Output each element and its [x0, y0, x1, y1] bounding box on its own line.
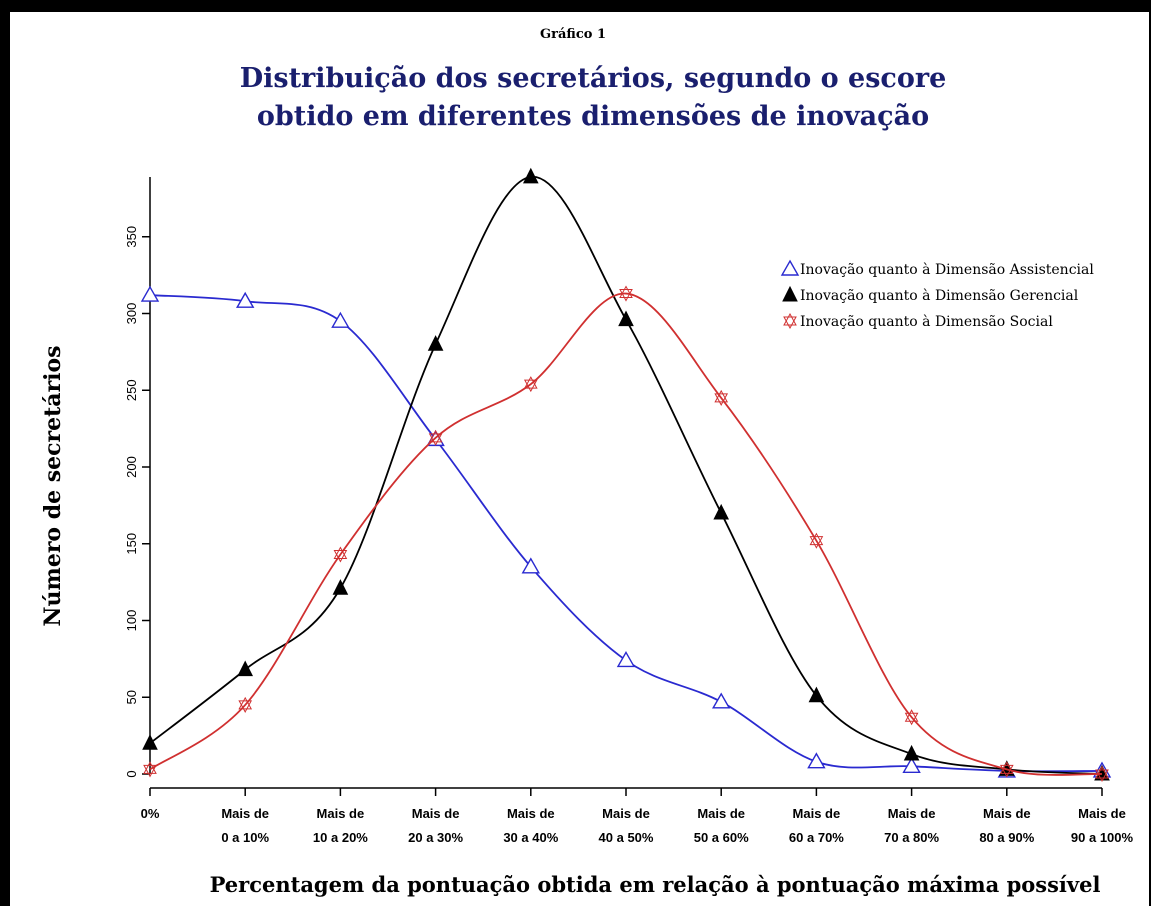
x-tick-label: 50 a 60%: [694, 830, 749, 845]
y-tick-label: 350: [124, 226, 139, 248]
data-point: [903, 744, 920, 761]
data-point: [714, 389, 729, 406]
x-tick-label: Mais de: [697, 806, 745, 821]
data-point: [783, 312, 797, 330]
x-axis-label: Percentagem da pontuação obtida em relaç…: [210, 872, 1101, 897]
data-point: [237, 660, 254, 677]
data-point: [902, 756, 921, 774]
data-point: [332, 579, 349, 595]
y-tick-label: 150: [124, 533, 139, 555]
x-tick-label: 80 a 90%: [979, 830, 1034, 845]
data-point: [523, 376, 538, 393]
data-point: [333, 546, 348, 563]
x-tick-label: 90 a 100%: [1071, 830, 1134, 845]
x-tick-label: Mais de: [888, 806, 936, 821]
y-tick-label: 300: [124, 303, 139, 325]
chart-frame: Gráfico 1 Distribuição dos secretários, …: [10, 12, 1149, 906]
series-3: [143, 285, 1109, 783]
x-tick-label: Mais de: [317, 806, 365, 821]
series-2: [142, 167, 1110, 781]
y-tick-label: 0: [124, 770, 139, 777]
x-tick-label: Mais de: [412, 806, 460, 821]
y-tick-label: 50: [124, 690, 139, 704]
data-point: [782, 285, 798, 302]
data-point: [808, 686, 825, 703]
legend-entry: Inovação quanto à Dimensão Social: [783, 312, 1053, 330]
line-chart: Gráfico 1 Distribuição dos secretários, …: [40, 27, 1134, 897]
data-point: [331, 311, 350, 328]
chart-title-line-2: obtido em diferentes dimensões de inovaç…: [257, 101, 929, 132]
data-point: [238, 696, 253, 713]
y-tick-label: 200: [124, 456, 139, 478]
data-point: [522, 167, 539, 184]
data-point: [904, 709, 919, 726]
series-1: [140, 285, 1112, 778]
data-point: [616, 650, 636, 668]
data-point: [807, 752, 826, 769]
x-tick-label: 0%: [141, 806, 160, 821]
data-point: [521, 557, 541, 574]
data-point: [140, 285, 160, 302]
x-tick-label: Mais de: [1078, 806, 1126, 821]
data-point: [711, 692, 731, 709]
y-tick-label: 100: [124, 610, 139, 632]
data-point: [780, 259, 800, 276]
x-tick-label: Mais de: [221, 806, 269, 821]
data-point: [999, 761, 1014, 778]
chart-caption: Gráfico 1: [540, 27, 606, 42]
x-tick-label: 70 a 80%: [884, 830, 939, 845]
data-point: [1095, 765, 1109, 783]
x-tick-label: 30 a 40%: [503, 830, 558, 845]
series-line: [149, 294, 1103, 773]
x-tick-label: 0 a 10%: [221, 830, 269, 845]
y-axis-label: Número de secretários: [40, 345, 66, 626]
x-tick-label: Mais de: [793, 806, 841, 821]
data-point: [427, 335, 444, 351]
x-tick-label: Mais de: [507, 806, 555, 821]
data-point: [143, 761, 157, 778]
data-point: [809, 532, 824, 549]
data-point: [713, 503, 730, 520]
data-point: [235, 291, 255, 308]
legend-label: Inovação quanto à Dimensão Gerencial: [800, 287, 1079, 304]
legend-label: Inovação quanto à Dimensão Assistencial: [800, 261, 1094, 278]
series-line: [149, 292, 1103, 776]
x-tick-label: Mais de: [602, 806, 650, 821]
x-tick-label: 40 a 50%: [599, 830, 654, 845]
x-tick-label: Mais de: [983, 806, 1031, 821]
data-point: [142, 734, 158, 750]
chart-title-line-1: Distribuição dos secretários, segundo o …: [240, 63, 947, 94]
data-point: [618, 310, 634, 327]
legend-entry: Inovação quanto à Dimensão Assistencial: [780, 259, 1094, 278]
x-tick-label: 60 a 70%: [789, 830, 844, 845]
x-tick-label: 20 a 30%: [408, 830, 463, 845]
axes: 0 50 100 150 200 250 300 350 0% Mais de 0 a 10% Mai…: [124, 177, 1134, 845]
x-tick-label: 10 a 20%: [313, 830, 368, 845]
legend-entry: Inovação quanto à Dimensão Gerencial: [782, 285, 1079, 304]
legend-label: Inovação quanto à Dimensão Social: [800, 313, 1053, 330]
legend: Inovação quanto à Dimensão Assistencial I…: [780, 259, 1094, 330]
data-point: [428, 429, 443, 446]
series-layer: [140, 167, 1112, 783]
y-tick-label: 250: [124, 379, 139, 401]
data-point: [619, 285, 633, 302]
